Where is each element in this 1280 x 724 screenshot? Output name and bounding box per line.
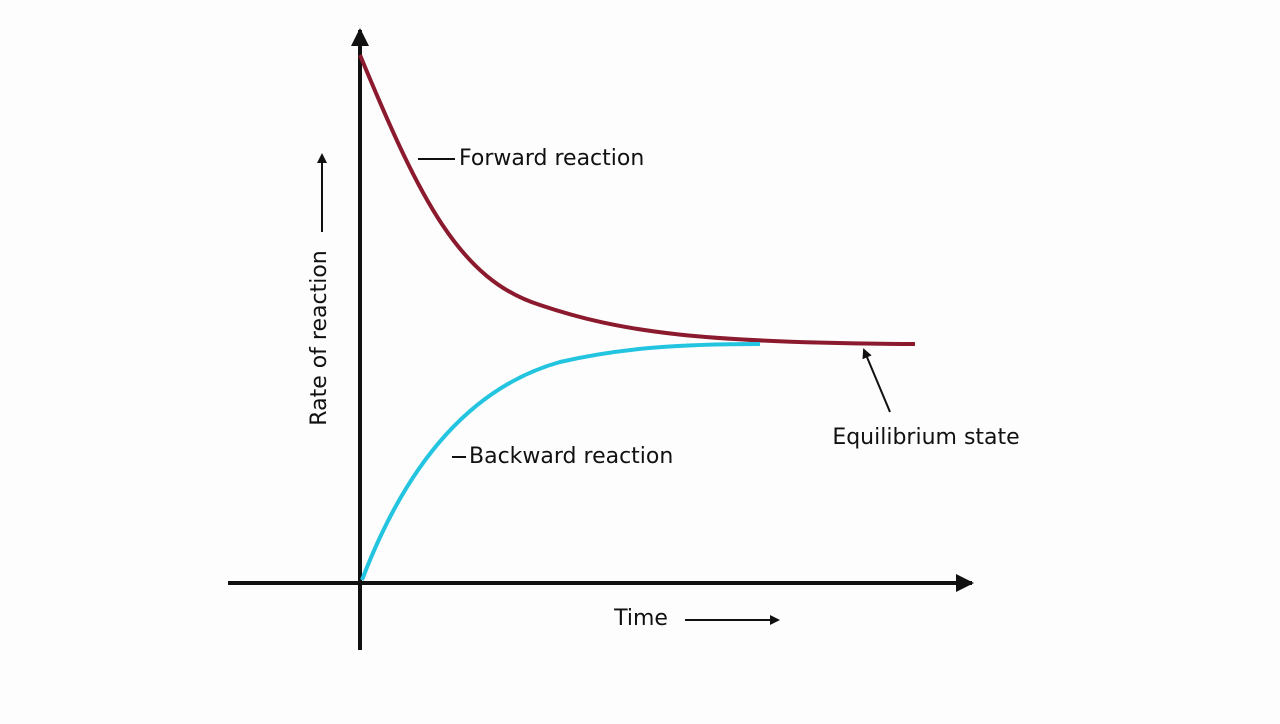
backward-curve xyxy=(360,342,761,581)
x-axis-label: Time xyxy=(613,606,668,631)
y-axis-label: Rate of reaction xyxy=(307,250,332,425)
backward-label: Backward reaction xyxy=(469,444,673,469)
forward-label: Forward reaction xyxy=(459,146,644,171)
forward-curve xyxy=(358,54,916,346)
equilibrium-arrow xyxy=(862,348,891,413)
equilibrium-label: Equilibrium state xyxy=(832,425,1019,450)
